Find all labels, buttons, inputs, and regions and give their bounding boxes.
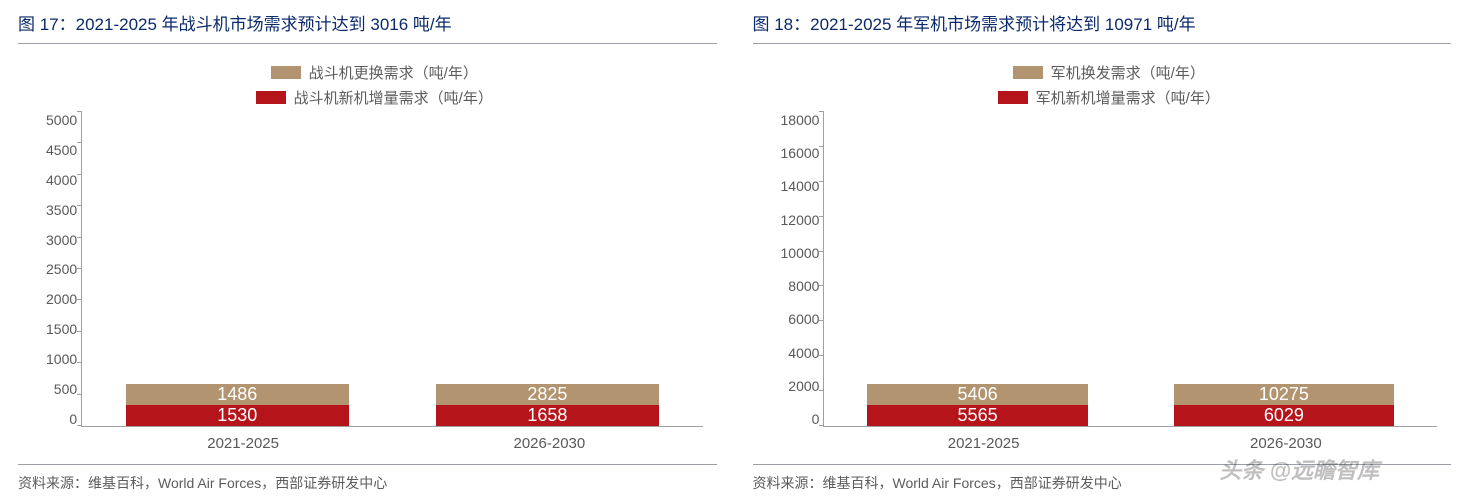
y-tick-label: 5000 — [46, 112, 77, 128]
y-tick-mark — [77, 268, 82, 269]
y-tick-mark — [77, 174, 82, 175]
y-tick-mark — [819, 285, 824, 286]
y-tick-mark — [77, 299, 82, 300]
x-tick-label: 2026-2030 — [439, 435, 660, 452]
bar-segment: 1658 — [436, 405, 659, 426]
legend-swatch-icon — [1013, 66, 1043, 79]
bar-group: 55655406 — [867, 384, 1088, 426]
y-tick-label: 0 — [69, 411, 77, 427]
bar-segment: 1486 — [126, 384, 349, 405]
bar-group: 16582825 — [436, 384, 659, 426]
y-tick-mark — [77, 331, 82, 332]
y-tick-label: 1000 — [46, 351, 77, 367]
x-tick-label: 2026-2030 — [1177, 435, 1395, 452]
y-axis: 5000450040003500300025002000150010005000 — [46, 112, 81, 427]
figure-17-legend: 战斗机更换需求（吨/年） 战斗机新机增量需求（吨/年） — [46, 62, 703, 108]
figure-18-legend: 军机换发需求（吨/年） 军机新机增量需求（吨/年） — [781, 62, 1438, 108]
bar-segment: 1530 — [126, 405, 349, 426]
y-tick-mark — [819, 146, 824, 147]
x-axis: 2021-2025 2026-2030 — [833, 427, 1438, 452]
y-tick-mark — [819, 251, 824, 252]
legend-item: 战斗机新机增量需求（吨/年） — [256, 87, 493, 108]
y-tick-mark — [819, 355, 824, 356]
y-tick-mark — [77, 237, 82, 238]
y-tick-mark — [77, 205, 82, 206]
bar-segment: 6029 — [1174, 405, 1395, 426]
plot-area: 15301486 16582825 — [81, 112, 702, 427]
y-tick-mark — [819, 111, 824, 112]
figure-18-chart: 军机换发需求（吨/年） 军机新机增量需求（吨/年） 18000 16000 1400… — [753, 56, 1452, 452]
legend-swatch-icon — [271, 66, 301, 79]
legend-item: 军机换发需求（吨/年） — [1013, 62, 1205, 83]
y-tick-mark — [819, 425, 824, 426]
y-tick-mark — [819, 216, 824, 217]
y-tick-mark — [819, 181, 824, 182]
bar-segment: 10275 — [1174, 384, 1395, 405]
y-tick-label: 4500 — [46, 142, 77, 158]
figure-18-title: 图 18：2021-2025 年军机市场需求预计将达到 10971 吨/年 — [753, 15, 1196, 34]
y-tick-mark — [819, 320, 824, 321]
y-tick-label: 3000 — [46, 232, 77, 248]
y-tick-mark — [77, 362, 82, 363]
y-tick-label: 2500 — [46, 261, 77, 277]
figure-17-title-row: 图 17：2021-2025 年战斗机市场需求预计达到 3016 吨/年 — [18, 10, 717, 44]
y-tick-mark — [77, 394, 82, 395]
bar-group: 15301486 — [126, 384, 349, 426]
legend-label: 军机换发需求（吨/年） — [1051, 62, 1205, 83]
y-tick-label: 18000 — [781, 112, 820, 128]
figure-17-source-row: 资料来源：维基百科，World Air Forces，西部证券研发中心 — [18, 464, 717, 493]
y-tick-label: 500 — [54, 381, 77, 397]
y-tick-label: 2000 — [46, 291, 77, 307]
y-tick-label: 4000 — [788, 345, 819, 361]
figure-18-panel: 图 18：2021-2025 年军机市场需求预计将达到 10971 吨/年 军机… — [735, 0, 1469, 503]
plot-wrap: 18000 16000 14000 12000 10000 8000 6000 4000 200… — [781, 112, 1438, 427]
y-tick-label: 4000 — [46, 172, 77, 188]
y-tick-label: 2000 — [788, 378, 819, 394]
legend-swatch-icon — [256, 91, 286, 104]
y-tick-mark — [77, 425, 82, 426]
y-tick-label: 10000 — [781, 245, 820, 261]
x-axis: 2021-2025 2026-2030 — [90, 427, 703, 452]
x-tick-label: 2021-2025 — [133, 435, 354, 452]
legend-label: 战斗机新机增量需求（吨/年） — [294, 87, 493, 108]
y-tick-label: 0 — [812, 411, 820, 427]
figure-17-source: 资料来源：维基百科，World Air Forces，西部证券研发中心 — [18, 475, 387, 491]
legend-label: 战斗机更换需求（吨/年） — [309, 62, 478, 83]
bar-segment: 5565 — [867, 405, 1088, 426]
y-tick-label: 3500 — [46, 202, 77, 218]
bar-segment: 5406 — [867, 384, 1088, 405]
y-tick-mark — [819, 390, 824, 391]
legend-item: 军机新机增量需求（吨/年） — [998, 87, 1220, 108]
y-tick-label: 8000 — [788, 278, 819, 294]
y-tick-label: 12000 — [781, 212, 820, 228]
plot-area: 55655406 602910275 — [823, 112, 1437, 427]
legend-swatch-icon — [998, 91, 1028, 104]
bar-segment: 2825 — [436, 384, 659, 405]
figure-17-title: 图 17：2021-2025 年战斗机市场需求预计达到 3016 吨/年 — [18, 15, 452, 34]
figure-18-source-row: 资料来源：维基百科，World Air Forces，西部证券研发中心 — [753, 464, 1452, 493]
y-axis: 18000 16000 14000 12000 10000 8000 6000 4000 200… — [781, 112, 824, 427]
y-tick-label: 6000 — [788, 311, 819, 327]
y-tick-label: 1500 — [46, 321, 77, 337]
figure-17-chart: 战斗机更换需求（吨/年） 战斗机新机增量需求（吨/年） 500045004000… — [18, 56, 717, 452]
y-tick-mark — [77, 111, 82, 112]
plot-wrap: 5000450040003500300025002000150010005000… — [46, 112, 703, 427]
y-tick-label: 16000 — [781, 145, 820, 161]
y-tick-label: 14000 — [781, 178, 820, 194]
legend-item: 战斗机更换需求（吨/年） — [271, 62, 478, 83]
legend-label: 军机新机增量需求（吨/年） — [1036, 87, 1220, 108]
figure-18-source: 资料来源：维基百科，World Air Forces，西部证券研发中心 — [753, 475, 1122, 491]
figure-17-panel: 图 17：2021-2025 年战斗机市场需求预计达到 3016 吨/年 战斗机… — [0, 0, 735, 503]
figure-18-title-row: 图 18：2021-2025 年军机市场需求预计将达到 10971 吨/年 — [753, 10, 1452, 44]
x-tick-label: 2021-2025 — [875, 435, 1093, 452]
y-tick-mark — [77, 142, 82, 143]
bar-group: 602910275 — [1174, 384, 1395, 426]
